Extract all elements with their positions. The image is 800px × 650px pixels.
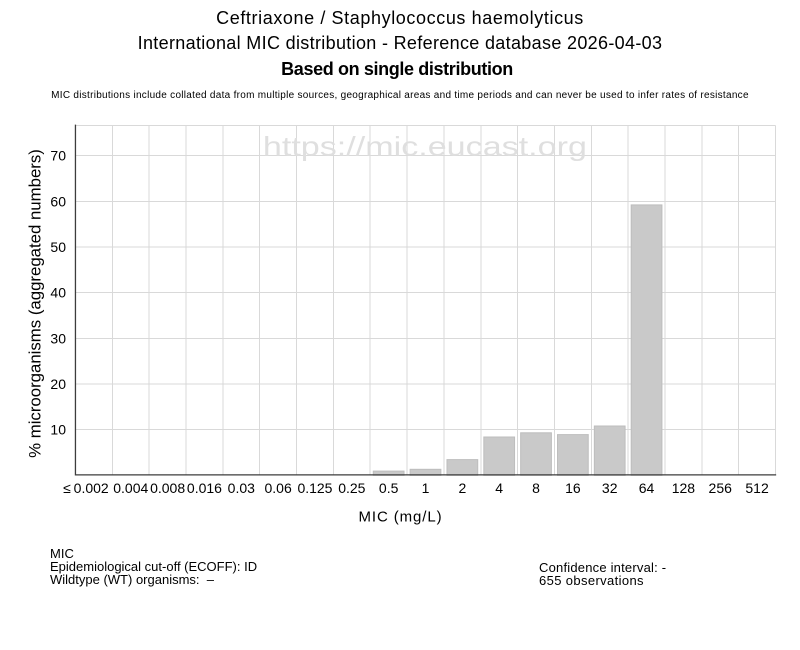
svg-text:≤: ≤	[63, 480, 71, 496]
svg-text:16: 16	[565, 480, 581, 496]
svg-text:128: 128	[672, 480, 696, 496]
svg-text:4: 4	[495, 480, 503, 496]
svg-text:0.5: 0.5	[379, 480, 399, 496]
svg-text:50: 50	[50, 239, 66, 255]
svg-text:10: 10	[50, 422, 66, 438]
svg-text:0.25: 0.25	[338, 480, 365, 496]
svg-text:256: 256	[709, 480, 733, 496]
svg-text:8: 8	[532, 480, 540, 496]
svg-text:0.004: 0.004	[113, 480, 148, 496]
svg-text:https://mic.eucast.org: https://mic.eucast.org	[263, 132, 587, 162]
svg-text:0.002: 0.002	[74, 480, 109, 496]
svg-text:40: 40	[50, 285, 66, 301]
svg-text:0.125: 0.125	[297, 480, 332, 496]
svg-text:70: 70	[50, 148, 66, 164]
svg-text:0.03: 0.03	[228, 480, 255, 496]
svg-text:MIC (mg/L): MIC (mg/L)	[359, 509, 443, 526]
svg-text:60: 60	[50, 193, 66, 209]
svg-text:0.06: 0.06	[265, 480, 292, 496]
svg-text:512: 512	[745, 480, 769, 496]
svg-text:2: 2	[458, 480, 466, 496]
svg-text:64: 64	[639, 480, 655, 496]
svg-text:0.008: 0.008	[150, 480, 185, 496]
svg-text:% microorganisms (aggregated n: % microorganisms (aggregated numbers)	[26, 149, 45, 458]
svg-text:1: 1	[422, 480, 430, 496]
svg-text:0.016: 0.016	[187, 480, 222, 496]
svg-text:30: 30	[50, 330, 66, 346]
svg-text:20: 20	[50, 376, 66, 392]
svg-text:32: 32	[602, 480, 618, 496]
